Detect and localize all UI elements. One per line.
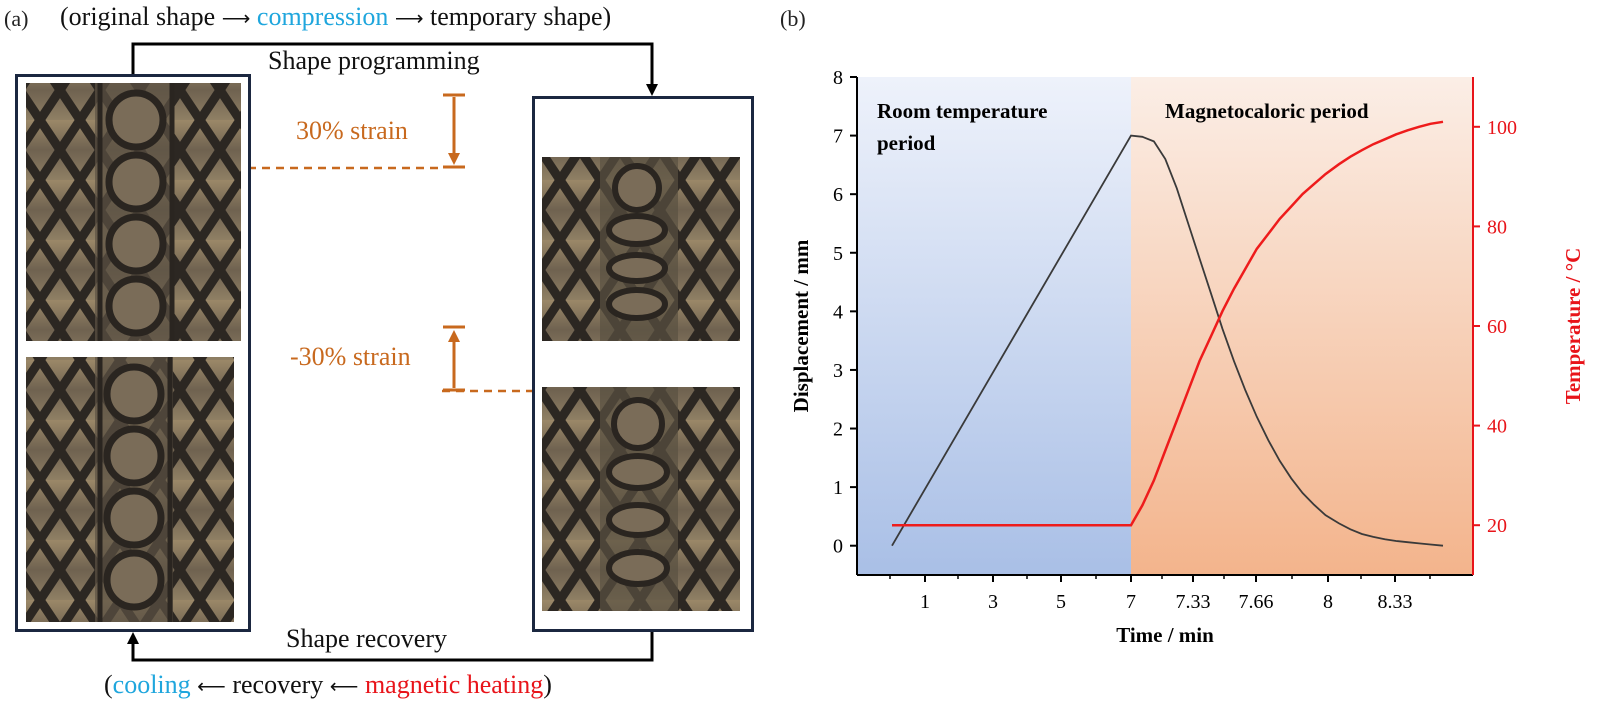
strain-bottom-bracket: [443, 325, 465, 392]
compressed-shape-photo: [542, 157, 740, 341]
arrow-right-icon: ⟶: [221, 8, 251, 30]
y-tick-label: 1: [833, 477, 843, 499]
y2-tick-label: 100: [1487, 117, 1517, 139]
original-shape-frame: [15, 74, 251, 632]
caption-original-shape: (original shape: [60, 2, 216, 31]
strain-arrow-up-icon: [448, 330, 460, 342]
x-axis-label: Time / min: [1116, 623, 1214, 647]
room-temperature-region: [857, 77, 1131, 575]
y2-tick-label: 40: [1487, 416, 1507, 438]
recovered-shape-photo: [26, 357, 234, 622]
panel-a-label: (a): [4, 6, 29, 31]
x-tick-label: 8.33: [1378, 591, 1413, 613]
x-tick-label: 7.66: [1239, 591, 1274, 613]
y-tick-label: 2: [833, 419, 843, 441]
arrow-left-icon: ⟵: [197, 676, 226, 698]
panel-a-connectors: [127, 42, 658, 662]
panel-b-label: (b): [780, 6, 806, 31]
caption-close-paren: ): [543, 670, 552, 699]
recovery-loop-line: [131, 632, 654, 662]
strain-bottom-label: -30% strain: [290, 342, 411, 371]
strain-arrow-down-icon: [448, 153, 460, 165]
heating-shape-photo: [542, 387, 740, 611]
programming-loop-line: [131, 42, 654, 90]
caption-temporary-shape: temporary shape): [430, 2, 612, 31]
y2-axis-label: Temperature / °C: [1561, 248, 1585, 405]
arrow-down-icon: [646, 84, 658, 96]
temperature-series-line: [892, 120, 1444, 527]
temporary-shape-frame: [532, 96, 754, 632]
y-tick-label: 0: [833, 536, 843, 558]
top-caption: (original shape ⟶ compression ⟶ temporar…: [60, 2, 611, 32]
shape-programming-label: Shape programming: [268, 46, 480, 75]
x-tick-label: 7.33: [1176, 591, 1211, 613]
caption-open-paren: (: [104, 670, 113, 699]
strain-top-bracket: [443, 93, 465, 169]
shape-recovery-label: Shape recovery: [286, 624, 447, 653]
y2-tick-label: 20: [1487, 515, 1507, 537]
caption-compression: compression: [256, 2, 389, 31]
caption-magnetic-heating: magnetic heating: [364, 670, 544, 699]
room-temperature-label-line1: Room temperature: [877, 99, 1047, 123]
x-tick-label: 3: [988, 591, 998, 613]
strain-top-label: 30% strain: [296, 116, 408, 145]
original-shape-photo: [26, 83, 241, 341]
magnetocaloric-label: Magnetocaloric period: [1165, 99, 1369, 123]
y-tick-label: 3: [833, 360, 843, 382]
magnetocaloric-region: [1131, 77, 1473, 575]
y-axis-label: Displacement / mm: [789, 239, 813, 412]
caption-recovery: recovery: [232, 670, 324, 699]
arrow-left-icon: ⟵: [329, 676, 359, 698]
y-tick-label: 5: [833, 243, 843, 265]
y2-tick-label: 80: [1487, 216, 1507, 238]
x-tick-label: 7: [1126, 591, 1136, 613]
bottom-caption: (cooling ⟵ recovery ⟵ magnetic heating): [104, 670, 552, 700]
x-tick-label: 5: [1056, 591, 1066, 613]
y-tick-label: 8: [833, 67, 843, 89]
y-tick-label: 6: [833, 184, 843, 206]
y-tick-label: 4: [833, 301, 843, 323]
caption-cooling: cooling: [112, 670, 191, 699]
displacement-series-line: [891, 134, 1444, 547]
specimen-photos: [26, 83, 740, 622]
y2-tick-label: 60: [1487, 316, 1507, 338]
x-tick-label: 8: [1323, 591, 1333, 613]
arrow-up-icon: [127, 632, 139, 644]
x-tick-label: 1: [920, 591, 930, 613]
room-temperature-label-line2: period: [877, 131, 936, 155]
arrow-right-icon: ⟶: [394, 8, 424, 30]
y-tick-label: 7: [833, 126, 843, 148]
